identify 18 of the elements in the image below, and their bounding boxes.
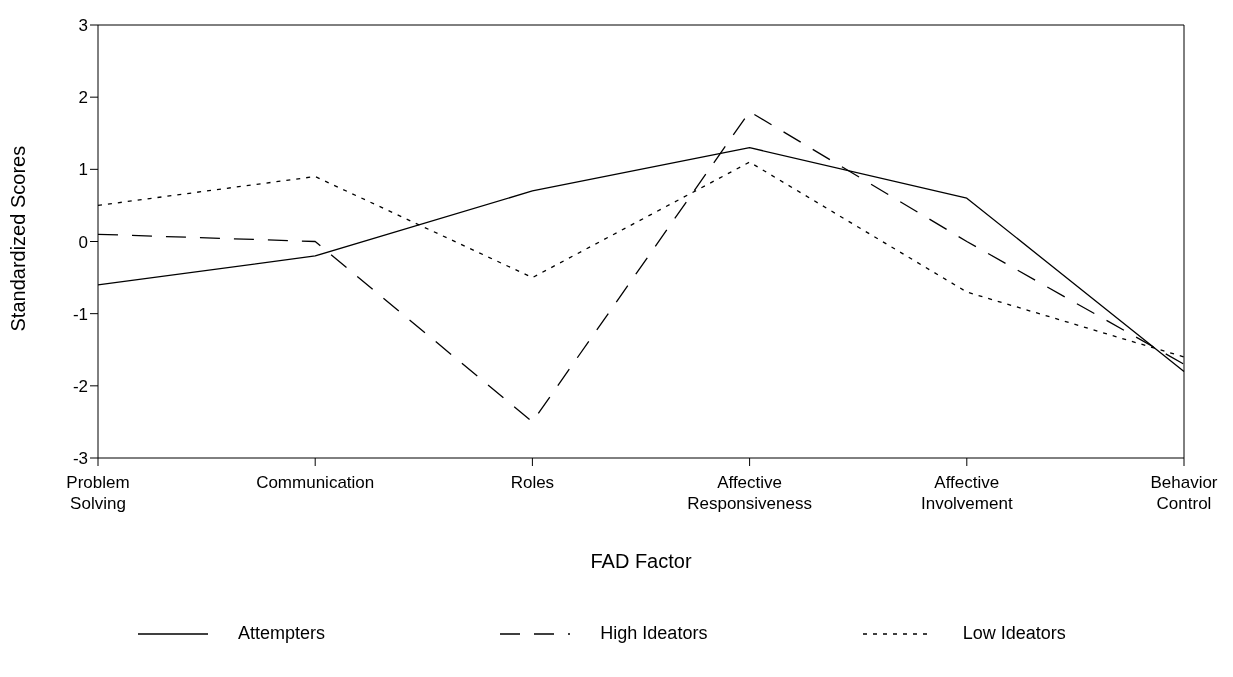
y-tick-label: -2 bbox=[72, 376, 88, 396]
x-tick-label: Communication bbox=[256, 473, 375, 492]
x-tick-label: Problem Solving bbox=[66, 473, 130, 513]
legend-label: Attempters bbox=[238, 623, 326, 644]
y-tick-label: 1 bbox=[78, 160, 88, 180]
x-tick-label: Behavior Control bbox=[1150, 473, 1218, 513]
y-tick-label: -1 bbox=[72, 304, 88, 324]
y-tick-label: 2 bbox=[78, 88, 88, 108]
legend-label: High Ideators bbox=[600, 623, 708, 644]
y-axis-title: Standardized Scores bbox=[7, 145, 30, 332]
y-tick-label: 0 bbox=[78, 232, 88, 252]
legend-label: Low Ideators bbox=[962, 623, 1066, 644]
y-tick-label: -3 bbox=[72, 449, 88, 469]
x-axis-title: FAD Factor bbox=[590, 550, 692, 572]
x-tick-label: Affective Responsiveness bbox=[687, 473, 812, 513]
y-tick-label: 3 bbox=[78, 16, 88, 36]
x-tick-label: Roles bbox=[510, 473, 555, 492]
x-tick-label: Affective Involvement bbox=[920, 473, 1013, 513]
